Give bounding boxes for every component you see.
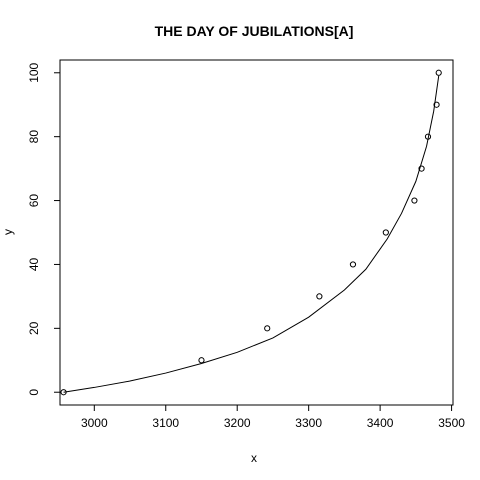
y-tick-label: 80 [27, 130, 41, 144]
data-points [60, 69, 442, 396]
data-point [316, 293, 323, 300]
x-tick-label: 3300 [295, 416, 322, 430]
data-point [382, 229, 389, 236]
y-tick-label: 100 [27, 62, 41, 82]
x-tick-label: 3000 [81, 416, 108, 430]
y-tick-label: 40 [27, 257, 41, 271]
data-point [411, 197, 418, 204]
data-point [435, 69, 442, 76]
x-axis: 3000 3100 3200 3300 3400 3500 [81, 405, 465, 430]
data-point [264, 325, 271, 332]
data-point [418, 165, 425, 172]
x-tick-label: 3100 [152, 416, 179, 430]
chart-title: THE DAY OF JUBILATIONS[A] [155, 23, 354, 39]
fitted-curve [63, 75, 440, 393]
y-tick-label: 0 [27, 389, 41, 396]
data-point [60, 389, 67, 396]
x-tick-label: 3200 [224, 416, 251, 430]
x-axis-label: x [251, 451, 257, 465]
data-point [424, 133, 432, 140]
x-tick-label: 3400 [367, 416, 394, 430]
data-point [433, 101, 440, 108]
y-axis: 0 20 40 60 80 100 [27, 62, 60, 396]
data-point [349, 261, 357, 268]
y-tick-label: 60 [27, 194, 41, 208]
data-point [198, 357, 205, 364]
y-tick-label: 20 [27, 321, 41, 335]
plot-frame [59, 59, 454, 406]
x-tick-label: 3500 [438, 416, 465, 430]
y-axis-label: y [1, 229, 15, 235]
